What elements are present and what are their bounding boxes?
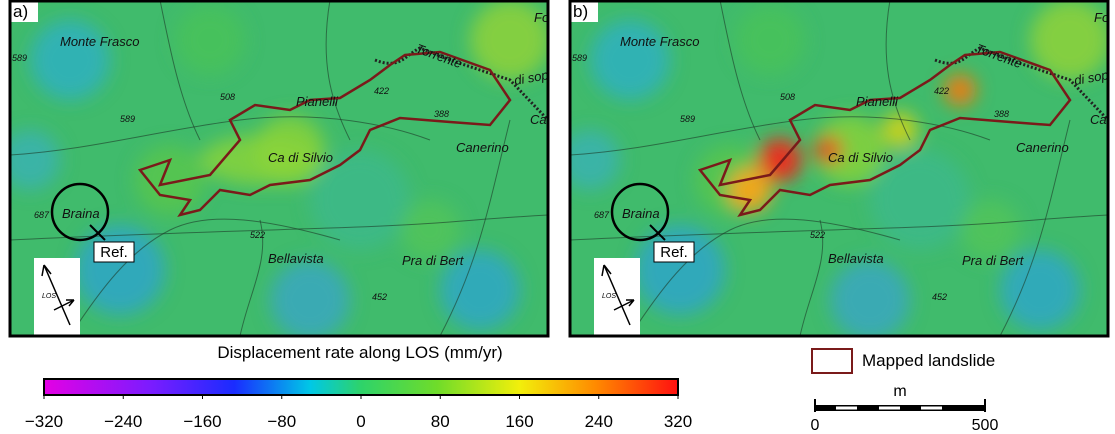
panel-label: b) [573, 2, 588, 21]
legend-swatch [812, 349, 852, 373]
place-label: 687 [34, 210, 50, 220]
place-label: Case [530, 112, 560, 127]
colorbar-tick-label: −320 [25, 412, 63, 431]
place-label: 522 [810, 230, 825, 240]
scalebar-tick-label: 500 [972, 417, 999, 434]
scalebar-tick-label: 0 [811, 417, 820, 434]
los-box [594, 258, 640, 336]
panel-label: a) [13, 2, 28, 21]
place-label: Bellavista [828, 251, 884, 266]
place-label: Ca di Silvio [268, 150, 333, 165]
colorbar-tick-label: 0 [356, 412, 365, 431]
place-label: Ca di Silvio [828, 150, 893, 165]
place-label: Monte Frasco [60, 34, 139, 49]
place-label: 687 [594, 210, 610, 220]
colorbar-tick-label: −240 [104, 412, 142, 431]
place-label: Monte Frasco [620, 34, 699, 49]
place-label: 589 [572, 53, 587, 63]
colorbar-tick-label: −160 [183, 412, 221, 431]
ref-label: Ref. [660, 244, 688, 261]
colorbar [44, 379, 678, 395]
colorbar-tick-label: −80 [267, 412, 296, 431]
place-label: 422 [934, 86, 949, 96]
place-label: 522 [250, 230, 265, 240]
place-label: 452 [372, 292, 387, 302]
place-label: Bellavista [268, 251, 324, 266]
colorbar-title: Displacement rate along LOS (mm/yr) [217, 343, 502, 362]
legend-label: Mapped landslide [862, 351, 995, 370]
colorbar-tick-label: 240 [585, 412, 613, 431]
place-label: Braina [62, 206, 100, 221]
place-label: 452 [932, 292, 947, 302]
colorbar-tick-label: 320 [664, 412, 692, 431]
figure: Monte FrascoTorrentedi sopraFoPianelli50… [0, 0, 1115, 434]
place-label: 589 [120, 114, 135, 124]
los-label: LOS [602, 293, 616, 300]
place-label: Pra di Bert [962, 253, 1025, 268]
los-label: LOS [42, 293, 56, 300]
colorbar-tick-label: 160 [505, 412, 533, 431]
place-label: 388 [994, 109, 1009, 119]
place-label: Canerino [1016, 140, 1069, 155]
place-label: Pra di Bert [402, 253, 465, 268]
place-label: 422 [374, 86, 389, 96]
place-label: 589 [12, 53, 27, 63]
scalebar [815, 405, 985, 411]
place-label: 508 [780, 92, 795, 102]
place-label: 388 [434, 109, 449, 119]
place-label: Canerino [456, 140, 509, 155]
place-label: Case [1090, 112, 1115, 127]
place-label: Braina [622, 206, 660, 221]
place-label: Pianelli [296, 94, 339, 109]
los-box [34, 258, 80, 336]
place-label: 589 [680, 114, 695, 124]
scalebar-unit: m [893, 383, 906, 400]
colorbar-tick-label: 80 [431, 412, 450, 431]
ref-label: Ref. [100, 244, 128, 261]
place-label: Pianelli [856, 94, 899, 109]
place-label: 508 [220, 92, 235, 102]
